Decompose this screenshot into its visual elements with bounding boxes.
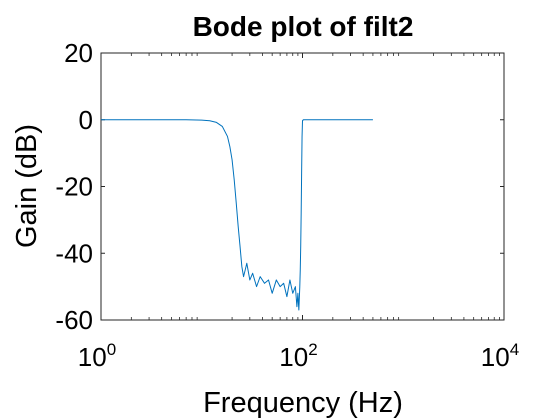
y-tick-label: -60 xyxy=(55,305,93,335)
chart-title: Bode plot of filt2 xyxy=(193,11,414,42)
series-line-0 xyxy=(101,119,373,311)
y-tick-label: -20 xyxy=(55,172,93,202)
y-axis-label: Gain (dB) xyxy=(11,124,43,248)
x-tick-label: 100 xyxy=(78,340,116,372)
x-tick-label: 104 xyxy=(481,340,519,372)
x-axis-label: Frequency (Hz) xyxy=(203,387,403,419)
plot-area: 20 0 -20 -40 -60 100 102 104 xyxy=(55,38,519,372)
x-tick-label: 102 xyxy=(279,340,317,372)
y-tick-label: -40 xyxy=(55,238,93,268)
y-tick-label: 20 xyxy=(64,38,93,68)
y-tick-label: 0 xyxy=(79,105,93,135)
